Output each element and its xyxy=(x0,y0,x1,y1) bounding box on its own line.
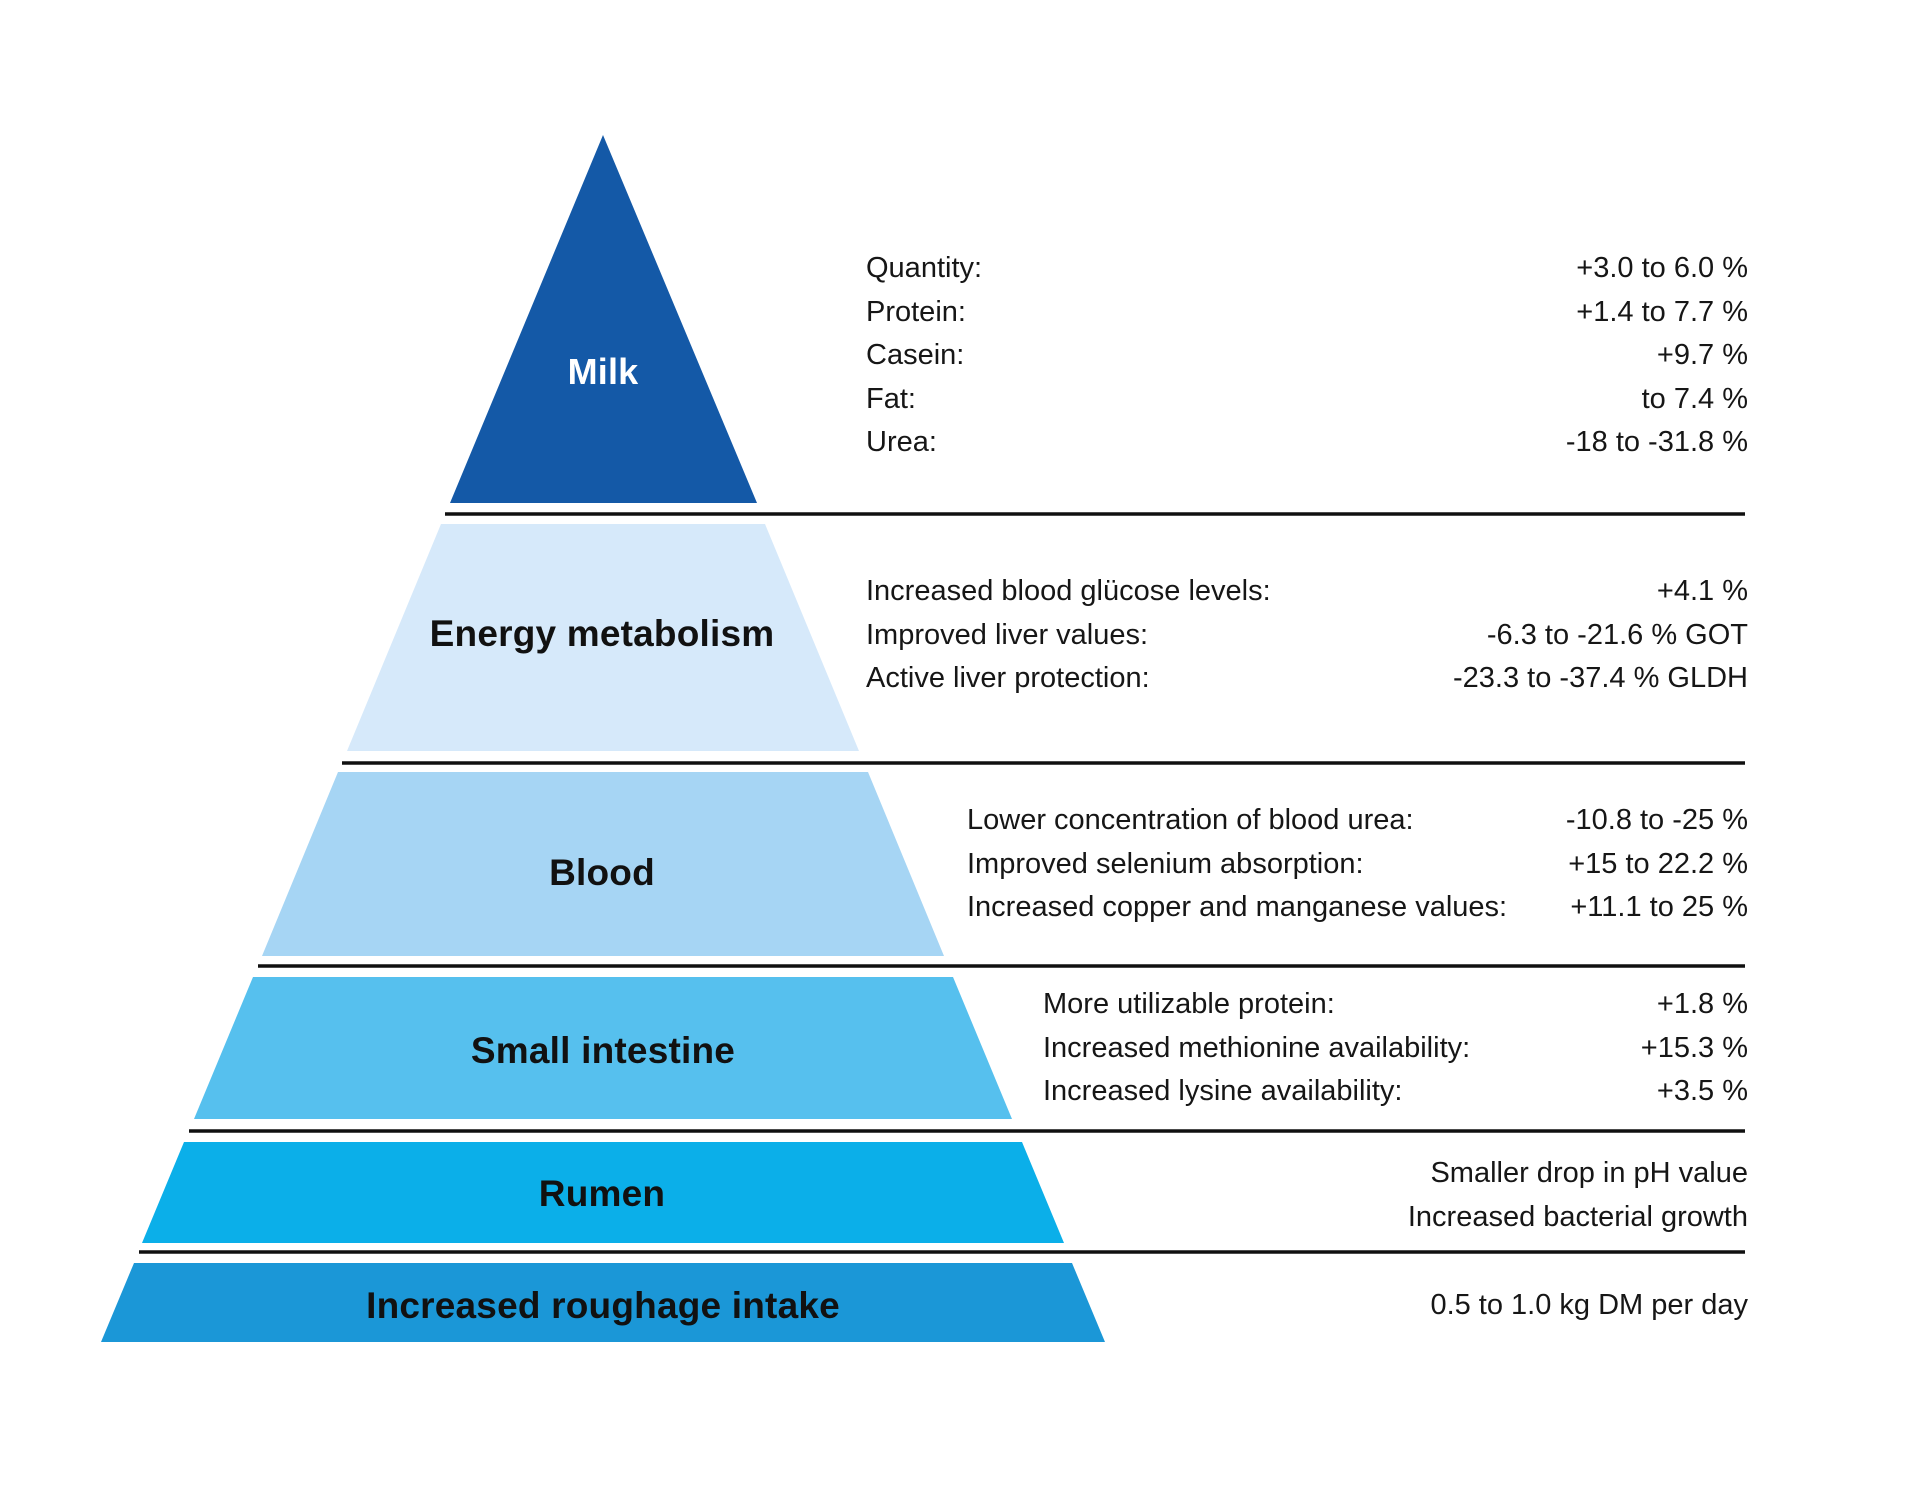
metric-label: Improved liver values: xyxy=(866,618,1149,651)
blood-metrics: Lower concentration of blood urea: -10.8… xyxy=(967,799,1748,930)
metric-label: More utilizable protein: xyxy=(1043,988,1335,1021)
small-intestine-metrics: More utilizable protein: +1.8 % Increase… xyxy=(1043,983,1748,1114)
milk-layer-shape xyxy=(450,135,757,503)
metric-row: Active liver protection: -23.3 to -37.4 … xyxy=(866,657,1748,701)
metric-label: Fat: xyxy=(866,382,916,415)
rumen-metrics: Smaller drop in pH value Increased bacte… xyxy=(1100,1152,1748,1239)
metric-row: Increased blood glücose levels: +4.1 % xyxy=(866,570,1748,614)
metric-label: Increased copper and manganese values: xyxy=(967,891,1508,924)
metric-value: -23.3 to -37.4 % GLDH xyxy=(1453,662,1748,695)
metric-row: 0.5 to 1.0 kg DM per day xyxy=(1100,1284,1748,1328)
metric-value: -18 to -31.8 % xyxy=(1565,426,1748,459)
metric-label: Casein: xyxy=(866,339,965,372)
metric-value: +1.8 % xyxy=(1656,988,1748,1021)
metric-row: Increased methionine availability: +15.3… xyxy=(1043,1027,1748,1071)
metric-value: Smaller drop in pH value xyxy=(1430,1157,1748,1190)
metric-row: Fat: to 7.4 % xyxy=(866,378,1748,422)
metric-value: -6.3 to -21.6 % GOT xyxy=(1486,618,1748,651)
metric-value: -10.8 to -25 % xyxy=(1565,804,1748,837)
small-intestine-layer-shape xyxy=(194,977,1012,1119)
metric-label: Increased lysine availability: xyxy=(1043,1075,1403,1108)
metric-label: Lower concentration of blood urea: xyxy=(967,804,1414,837)
rumen-layer-title: Rumen xyxy=(538,1173,666,1214)
metric-row: Lower concentration of blood urea: -10.8… xyxy=(967,799,1748,843)
metric-label: Improved selenium absorption: xyxy=(967,847,1364,880)
metric-value: +11.1 to 25 % xyxy=(1570,891,1748,924)
metric-value: +1.4 to 7.7 % xyxy=(1576,295,1748,328)
metric-row: Quantity: +3.0 to 6.0 % xyxy=(866,247,1748,291)
metric-row: Improved liver values: -6.3 to -21.6 % G… xyxy=(866,614,1748,658)
blood-layer-shape xyxy=(262,772,944,956)
metric-label: Active liver protection: xyxy=(866,662,1150,695)
metric-value: +3.5 % xyxy=(1656,1075,1748,1108)
metric-label: Increased blood glücose levels: xyxy=(866,575,1271,608)
metric-row: Smaller drop in pH value xyxy=(1100,1152,1748,1196)
metric-value: +15.3 % xyxy=(1640,1031,1748,1064)
rumen-layer-shape xyxy=(142,1142,1064,1243)
metric-value: 0.5 to 1.0 kg DM per day xyxy=(1430,1289,1748,1322)
metric-value: +3.0 to 6.0 % xyxy=(1576,252,1748,285)
energy-metabolism-layer-shape xyxy=(347,524,859,751)
metric-row: Increased lysine availability: +3.5 % xyxy=(1043,1070,1748,1114)
metric-label: Protein: xyxy=(866,295,966,328)
roughage-layer-shape xyxy=(101,1263,1105,1342)
milk-metrics: Quantity: +3.0 to 6.0 % Protein: +1.4 to… xyxy=(866,247,1748,465)
metric-row: Improved selenium absorption: +15 to 22.… xyxy=(967,843,1748,887)
small-intestine-layer-title: Small intestine xyxy=(470,1030,736,1071)
metric-value: +4.1 % xyxy=(1656,575,1748,608)
metric-label: Quantity: xyxy=(866,252,983,285)
energy-metabolism-metrics: Increased blood glücose levels: +4.1 % I… xyxy=(866,570,1748,701)
metric-value: to 7.4 % xyxy=(1641,382,1748,415)
metric-row: Urea: -18 to -31.8 % xyxy=(866,421,1748,465)
metric-value: +9.7 % xyxy=(1656,339,1748,372)
milk-layer-title: Milk xyxy=(567,351,639,392)
metric-row: Increased bacterial growth xyxy=(1100,1196,1748,1240)
metric-label: Increased methionine availability: xyxy=(1043,1031,1471,1064)
metric-row: Casein: +9.7 % xyxy=(866,334,1748,378)
energy-metabolism-layer-title: Energy metabolism xyxy=(429,613,775,654)
metric-value: +15 to 22.2 % xyxy=(1568,847,1748,880)
roughage-metrics: 0.5 to 1.0 kg DM per day xyxy=(1100,1284,1748,1328)
metric-label: Urea: xyxy=(866,426,937,459)
metric-row: More utilizable protein: +1.8 % xyxy=(1043,983,1748,1027)
metric-row: Increased copper and manganese values: +… xyxy=(967,886,1748,930)
roughage-layer-title: Increased roughage intake xyxy=(366,1285,840,1326)
metric-value: Increased bacterial growth xyxy=(1407,1200,1748,1233)
metric-row: Protein: +1.4 to 7.7 % xyxy=(866,291,1748,335)
blood-layer-title: Blood xyxy=(549,852,655,893)
